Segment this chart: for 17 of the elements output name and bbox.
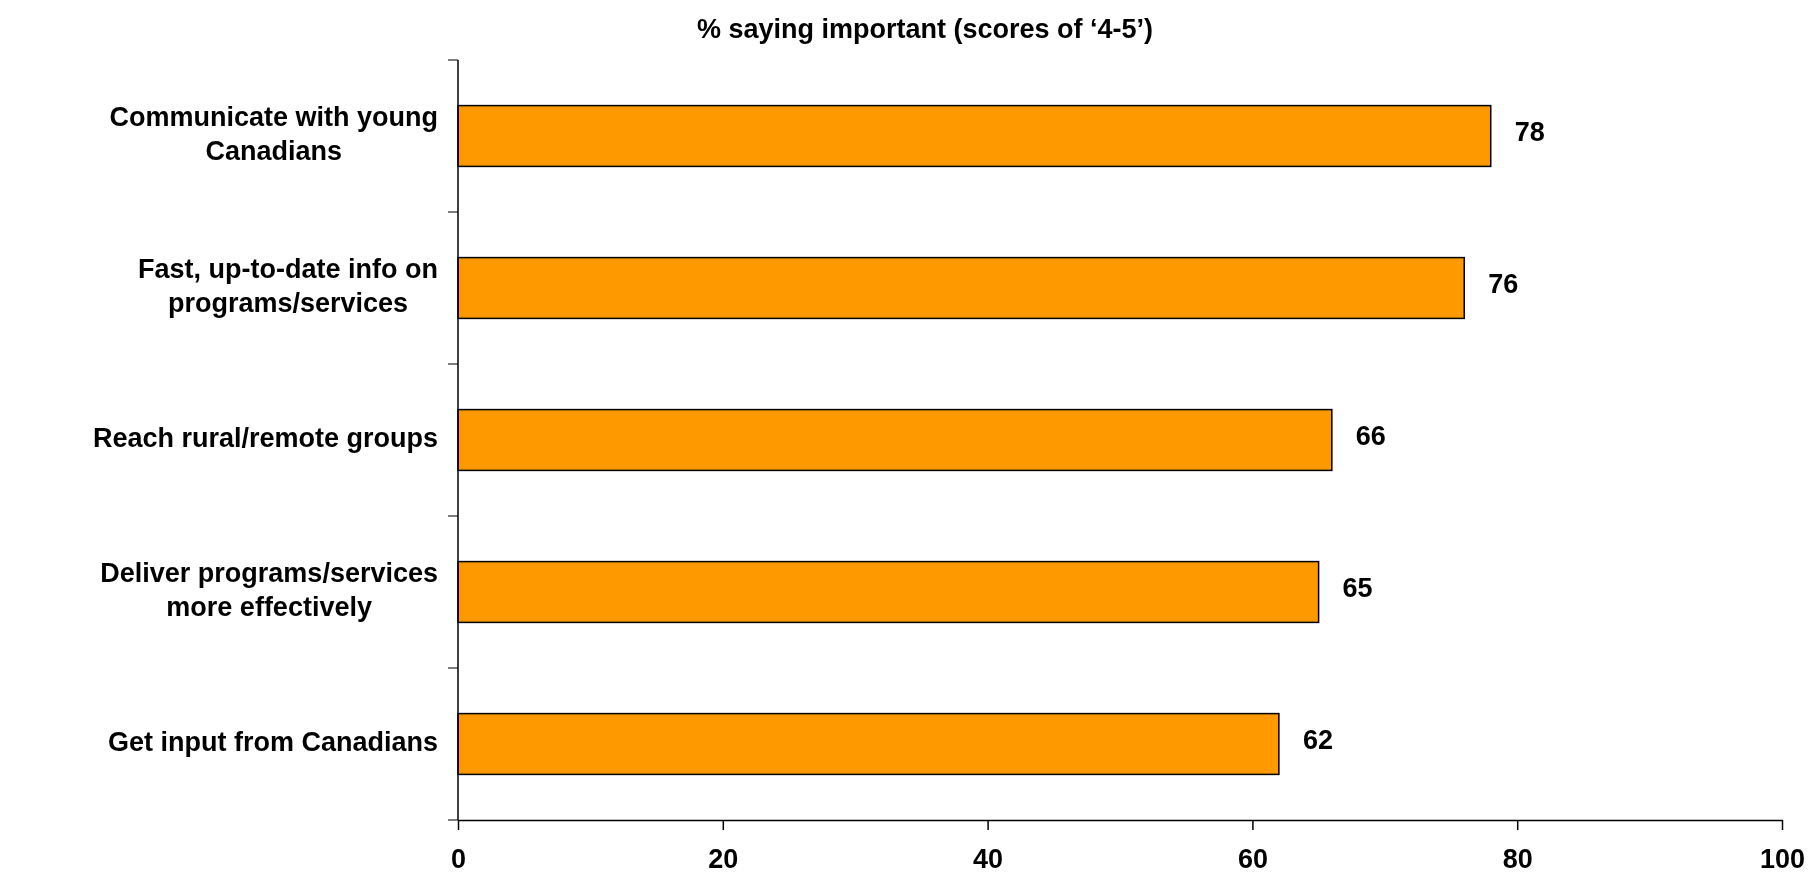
y-tick-label: Reach rural/remote groups: [92, 423, 438, 454]
data-label: 76: [1488, 269, 1519, 300]
x-tick-label: 20: [708, 844, 739, 875]
x-tick-label: 80: [1502, 844, 1533, 875]
y-tick-label: Deliver programs/services more effectively: [100, 558, 438, 623]
y-tick-label: Fast, up-to-date info on programs/services: [138, 254, 438, 319]
data-label: 65: [1342, 573, 1373, 604]
x-tick-label: 0: [450, 844, 467, 875]
x-tick-label: 40: [973, 844, 1004, 875]
data-label: 62: [1302, 725, 1333, 756]
data-label: 66: [1355, 421, 1386, 452]
y-tick-label: Communicate with young Canadians: [109, 102, 438, 167]
y-tick-label: Get input from Canadians: [107, 727, 438, 758]
data-label: 78: [1514, 117, 1545, 148]
x-tick-label: 100: [1759, 844, 1806, 875]
x-tick-label: 60: [1237, 844, 1268, 875]
chart-title: % saying important (scores of ‘4-5’): [696, 14, 1154, 44]
